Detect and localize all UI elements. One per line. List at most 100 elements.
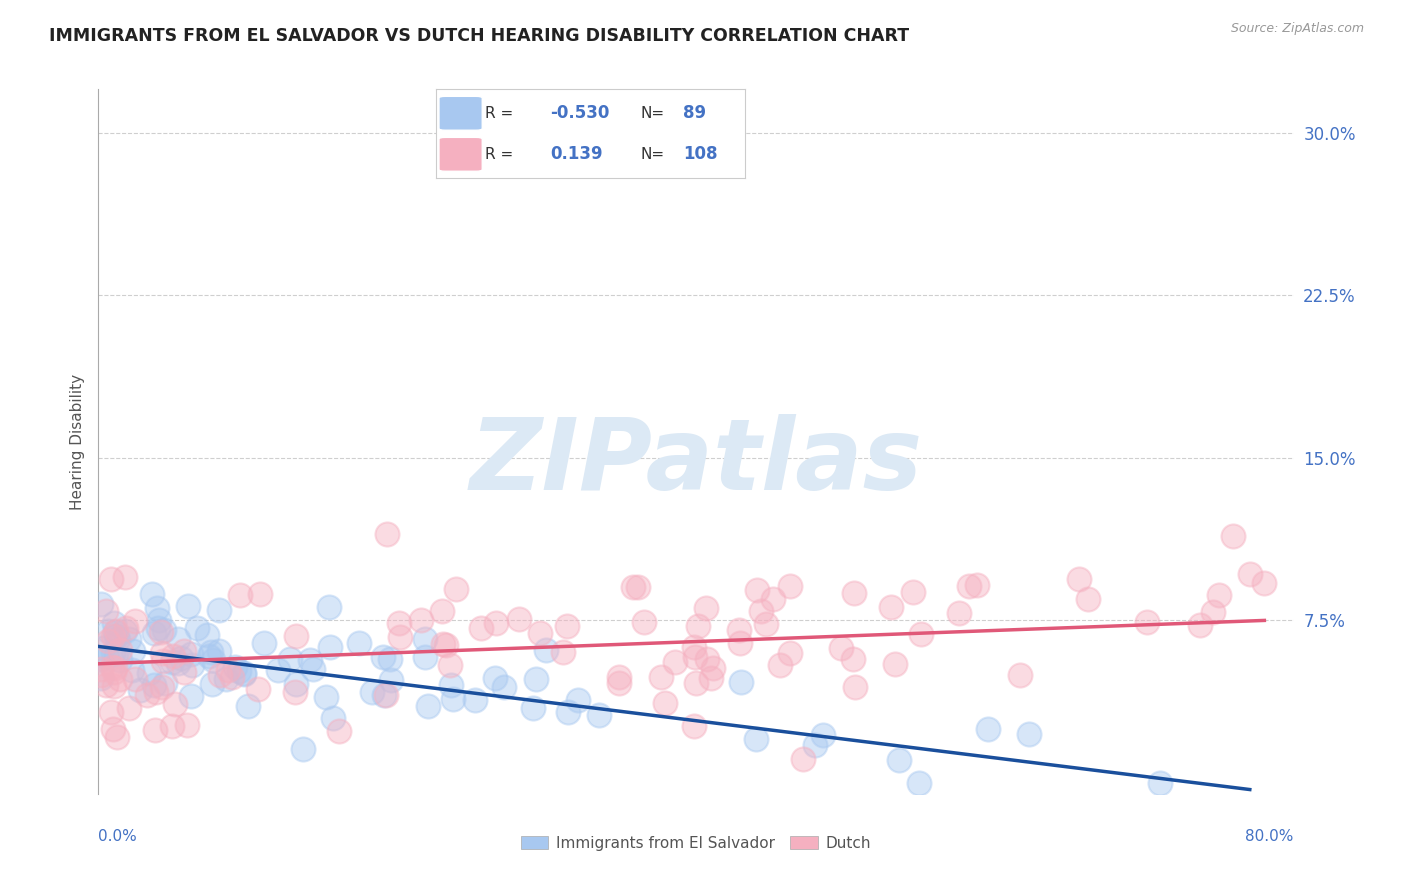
Point [377, 527, 399, 541]
Point [124, 615, 146, 629]
Point [94, 604, 117, 618]
Point [695, 601, 717, 615]
Point [508, 612, 530, 626]
Point [1239, 567, 1261, 582]
Point [361, 685, 384, 699]
Point [90, 651, 112, 665]
Point [101, 722, 124, 736]
Point [588, 708, 610, 723]
Point [152, 624, 174, 638]
Point [347, 636, 370, 650]
Point [762, 591, 785, 606]
Point [208, 644, 231, 658]
Point [169, 651, 191, 665]
Point [101, 629, 124, 643]
Point [118, 701, 141, 715]
Point [1149, 776, 1171, 790]
Point [267, 663, 290, 677]
Point [779, 646, 801, 660]
Point [553, 645, 575, 659]
Point [1077, 592, 1099, 607]
Point [142, 625, 165, 640]
Point [236, 699, 259, 714]
Point [977, 722, 1000, 736]
Point [683, 640, 706, 655]
Point [650, 669, 672, 683]
Point [555, 618, 578, 632]
Point [232, 666, 254, 681]
Point [654, 696, 676, 710]
Point [114, 624, 136, 639]
Point [957, 579, 980, 593]
Point [755, 617, 778, 632]
Point [315, 690, 337, 704]
Text: Source: ZipAtlas.com: Source: ZipAtlas.com [1230, 22, 1364, 36]
Point [96, 678, 118, 692]
Point [730, 674, 752, 689]
Point [464, 693, 486, 707]
Text: 0.0%: 0.0% [98, 830, 138, 844]
Y-axis label: Hearing Disability: Hearing Disability [69, 374, 84, 509]
Point [1253, 575, 1275, 590]
Point [430, 604, 453, 618]
Point [446, 582, 468, 596]
Point [103, 665, 125, 679]
Point [318, 600, 340, 615]
Point [232, 667, 254, 681]
Point [811, 728, 834, 742]
Point [166, 656, 188, 670]
Point [180, 657, 202, 672]
Point [371, 650, 394, 665]
Point [830, 641, 852, 656]
Point [150, 625, 173, 640]
Point [842, 652, 865, 666]
Point [177, 599, 200, 613]
Point [439, 658, 461, 673]
Point [373, 688, 395, 702]
Point [633, 615, 655, 629]
Point [162, 649, 184, 664]
Point [557, 705, 579, 719]
Point [1136, 615, 1159, 629]
Text: N=: N= [640, 147, 664, 161]
Point [107, 632, 129, 646]
Point [769, 657, 792, 672]
Point [160, 656, 183, 670]
Point [104, 660, 127, 674]
Point [252, 635, 274, 649]
Point [90, 671, 112, 685]
Point [470, 621, 492, 635]
Point [792, 752, 814, 766]
Legend: Immigrants from El Salvador, Dutch: Immigrants from El Salvador, Dutch [515, 830, 877, 856]
Point [284, 685, 307, 699]
Point [728, 635, 751, 649]
Point [208, 603, 231, 617]
Point [524, 672, 547, 686]
Point [105, 731, 128, 745]
Point [436, 638, 458, 652]
Point [284, 677, 307, 691]
Point [299, 653, 322, 667]
Point [135, 689, 157, 703]
Point [195, 628, 218, 642]
Point [165, 697, 187, 711]
Point [948, 606, 970, 620]
Point [664, 656, 686, 670]
Point [328, 723, 350, 738]
Point [228, 664, 250, 678]
Point [103, 679, 125, 693]
Point [380, 652, 402, 666]
Point [108, 672, 131, 686]
Text: 89: 89 [683, 104, 706, 122]
Point [104, 624, 127, 639]
Text: IMMIGRANTS FROM EL SALVADOR VS DUTCH HEARING DISABILITY CORRELATION CHART: IMMIGRANTS FROM EL SALVADOR VS DUTCH HEA… [49, 27, 910, 45]
Point [319, 640, 342, 655]
Point [374, 688, 396, 702]
Point [91, 641, 114, 656]
Point [176, 718, 198, 732]
Point [413, 649, 436, 664]
Point [160, 719, 183, 733]
Point [145, 723, 167, 738]
Point [103, 616, 125, 631]
Text: R =: R = [485, 106, 513, 120]
